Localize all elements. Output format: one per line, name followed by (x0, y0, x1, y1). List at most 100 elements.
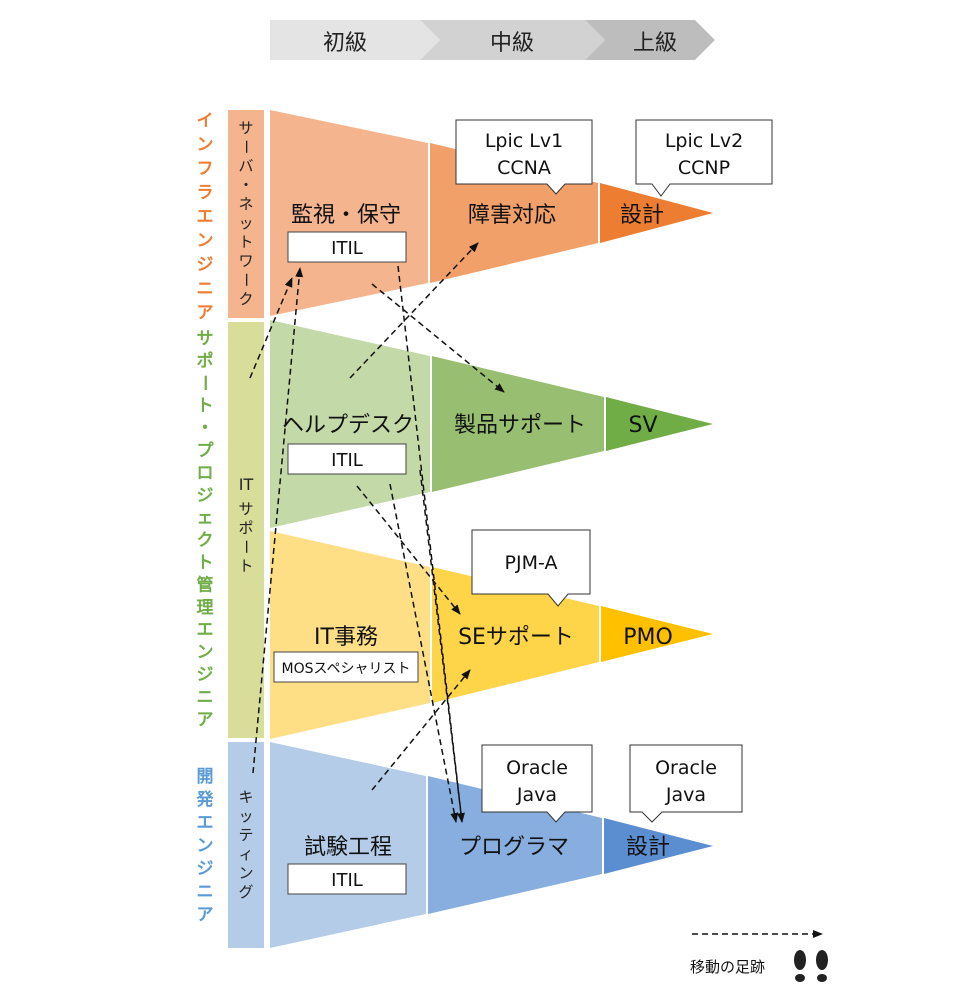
callout-infra-adv-shape (635, 119, 773, 197)
subcategory-bars (228, 110, 270, 948)
subcategory-bar-it-support (228, 322, 264, 738)
role-dev-design: 設計 (626, 835, 670, 860)
role-pmo: PMO (623, 625, 673, 650)
subcategory-divider (264, 110, 270, 948)
role-product-support: 製品サポート (454, 413, 586, 438)
funnel-helpdesk-mid (432, 356, 604, 492)
cert-label-helpdesk: ITIL (331, 450, 363, 471)
arrow-kitting-to-monitoring (252, 267, 304, 774)
category-label-infra-char: ア (197, 303, 214, 323)
level-header-beginner-chevron (270, 20, 440, 60)
callout-infra-adv: Lpic Lv2 CCNP (635, 119, 773, 197)
category-label-support-char: ト (197, 396, 214, 416)
funnel-office-adv (601, 606, 713, 662)
subcategory-label-it-support: IT サポート (237, 475, 255, 575)
subcategory-label-server-network-char: ッ (238, 214, 253, 232)
callout-infra-adv-line2: CCNP (678, 157, 730, 179)
subcategory-label-kitting-char: テ (238, 826, 253, 844)
legend: 移動の足跡 (690, 930, 828, 982)
funnel-office-beginner (270, 531, 430, 739)
category-label-infra-char: ン (197, 231, 214, 251)
subcategory-label-server-network-char: バ (238, 157, 253, 175)
category-label-dev-char: 開 (197, 767, 214, 787)
callout-dev-adv: Oracle Java (629, 744, 743, 823)
arrow-helpdesk-to-incident (349, 242, 479, 379)
level-header-advanced-chevron (585, 20, 715, 60)
subcategory-label-server-network-char: ワ (238, 252, 253, 270)
callout-infra-mid-line1: Lpic Lv1 (485, 130, 563, 152)
movement-arrows (249, 242, 505, 823)
callout-dev-adv-line2: Java (665, 784, 706, 806)
arrow-monitoring-to-programmer-a (397, 265, 465, 823)
subcategory-label-it-support-char: サ (238, 500, 253, 518)
subcategory-label-it: IT (239, 475, 254, 494)
subcategory-label-it-support-char: ト (238, 557, 253, 575)
subcategory-label-kitting-char: ィ (238, 845, 253, 863)
category-label-support-char: ニ (197, 687, 214, 707)
category-label-support-char: ク (197, 531, 214, 551)
subcategory-bar-server-network (228, 110, 264, 318)
category-label-support-char: ジ (197, 665, 214, 685)
category-label-infra-char: ジ (197, 255, 214, 275)
arrow-helpdesk-to-programmer (389, 483, 459, 823)
category-label-support-char: 管 (197, 574, 214, 595)
row-dev-labels: 試験工程 ITIL プログラマ 設計 (287, 835, 670, 895)
category-label-support-char: サ (197, 329, 214, 349)
row-helpdesk-labels: ヘルプデスク ITIL 製品サポート SV (282, 413, 658, 475)
category-label-infra-char: ラ (197, 183, 214, 203)
category-label-support-char: ジ (197, 486, 214, 506)
role-se-support: SEサポート (458, 625, 574, 650)
callout-dev-mid-line2: Java (516, 784, 557, 806)
category-label-infra-char: エ (197, 207, 214, 227)
callout-infra-mid-shape (455, 119, 593, 195)
category-label-support-char: ・ (197, 419, 214, 439)
cert-box-dev (287, 863, 407, 895)
callout-office-mid-shape (471, 529, 591, 607)
subcategory-label-server-network-char: ク (238, 290, 253, 308)
subcategory-label-it-support-char: ポ (238, 519, 253, 537)
arrow-monitoring-to-programmer-b (419, 469, 463, 823)
subcategory-label-server-network-char: ・ (238, 176, 253, 194)
subcategory-label-kitting-char: ッ (238, 807, 253, 825)
category-label-infra-char: ニ (197, 279, 214, 299)
subcategory-label-server-network-char: ー (237, 139, 255, 154)
role-sv: SV (628, 413, 657, 438)
callout-office-mid-line1: PJM-A (505, 552, 558, 574)
callout-dev-adv-shape (629, 744, 743, 823)
category-label-support-char: ト (197, 553, 214, 573)
cert-box-office (273, 651, 419, 683)
category-label-support-char: ェ (197, 508, 214, 528)
role-it-office: IT事務 (314, 625, 378, 650)
arrow-helpdesk-to-se-support (356, 485, 461, 615)
category-label-support-char: ー (194, 374, 214, 391)
arrow-monitoring-to-product-support (371, 283, 505, 393)
cert-box-helpdesk (287, 443, 407, 475)
footprints-icon (794, 950, 828, 982)
subcategory-label-server-network-char: ー (237, 272, 255, 287)
category-label-support-char: ポ (197, 350, 214, 371)
level-header: 初級 中級 上級 (270, 20, 715, 60)
subcategory-label-server-network-char: サ (238, 119, 253, 137)
subcategory-label-server-network-char: ト (238, 233, 253, 251)
cert-box-infra (287, 231, 407, 263)
row-office-labels: IT事務 MOSスペシャリスト SEサポート PMO (273, 625, 673, 683)
role-incident-response: 障害対応 (468, 203, 556, 228)
subcategory-label-kitting-char: グ (238, 883, 253, 901)
category-label-dev-char: 発 (196, 789, 215, 810)
category-label-support-char: ア (197, 710, 214, 730)
category-label-support-char: プ (197, 440, 215, 461)
subcategory-label-kitting-char: キ (238, 788, 253, 806)
row-infra-labels: 監視・保守 ITIL 障害対応 設計 (287, 203, 664, 263)
funnel-dev-adv (604, 818, 713, 874)
callout-dev-mid-shape (481, 744, 593, 823)
role-testing: 試験工程 (304, 835, 392, 860)
role-monitoring-maintenance: 監視・保守 (291, 203, 401, 228)
category-label-infra-char: フ (197, 159, 214, 179)
legend-label: 移動の足跡 (690, 958, 765, 976)
callout-office-mid: PJM-A (471, 529, 591, 607)
